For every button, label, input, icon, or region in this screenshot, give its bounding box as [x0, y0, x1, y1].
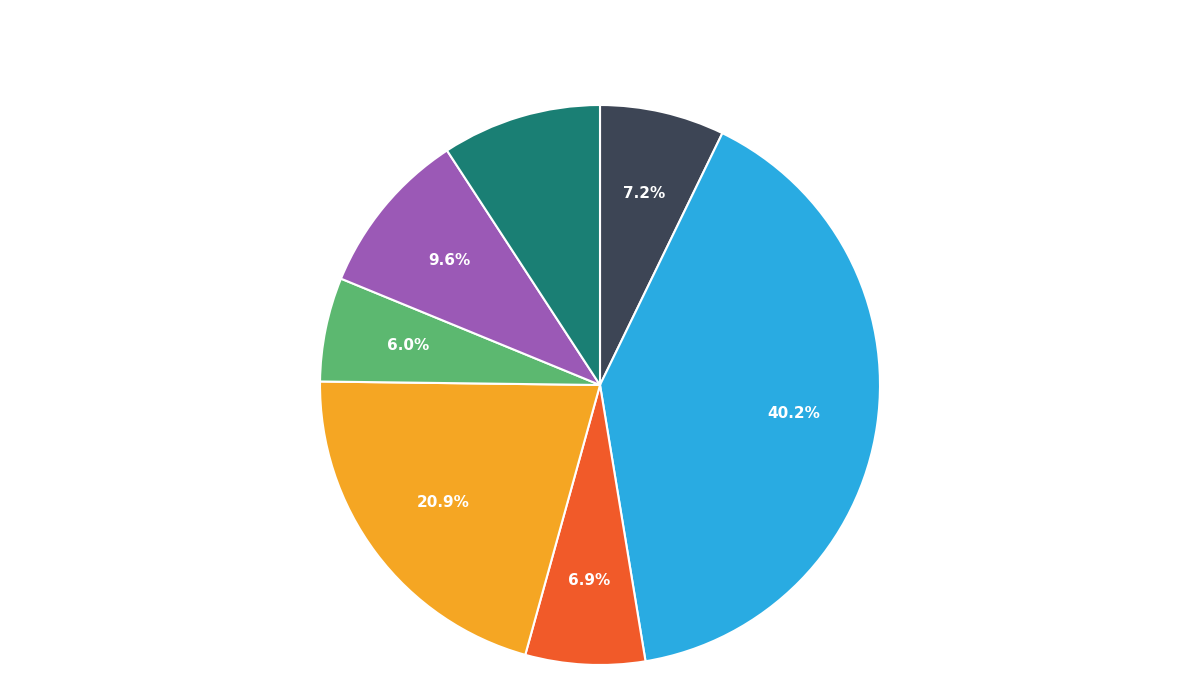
Text: 9.6%: 9.6%: [428, 253, 470, 267]
Wedge shape: [526, 385, 646, 665]
Wedge shape: [600, 133, 880, 661]
Text: 6.0%: 6.0%: [386, 338, 430, 354]
Wedge shape: [600, 105, 722, 385]
Text: 6.9%: 6.9%: [569, 573, 611, 588]
Wedge shape: [320, 279, 600, 385]
Wedge shape: [448, 105, 600, 385]
Text: 20.9%: 20.9%: [416, 495, 469, 510]
Text: 7.2%: 7.2%: [623, 186, 665, 202]
Wedge shape: [320, 382, 600, 654]
Text: 40.2%: 40.2%: [768, 406, 821, 421]
Wedge shape: [341, 150, 600, 385]
